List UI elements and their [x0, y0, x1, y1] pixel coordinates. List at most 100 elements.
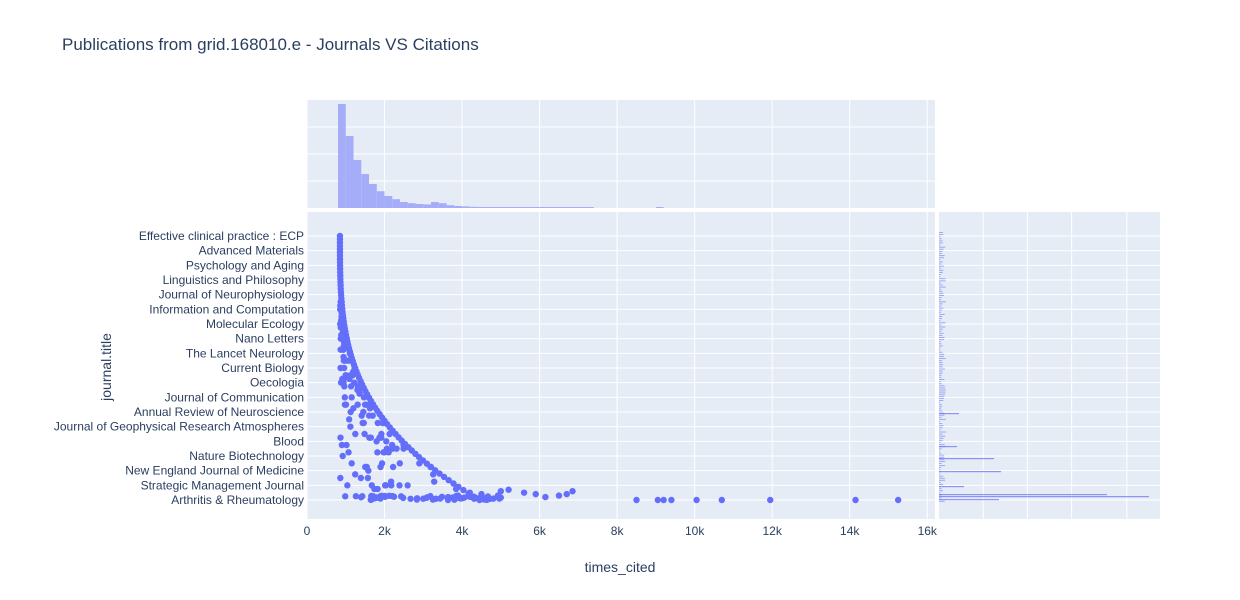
top-histogram-bar: [400, 202, 408, 208]
scatter-point: [440, 473, 448, 481]
scatter-point: [894, 496, 902, 504]
scatter-point: [399, 494, 407, 502]
y-tick-label: Annual Review of Neuroscience: [134, 405, 304, 419]
right-histogram-bar: [939, 475, 944, 477]
right-histogram-bar: [939, 374, 942, 376]
scatter-point: [336, 306, 344, 313]
right-histogram-bar: [939, 397, 944, 399]
scatter-point: [378, 460, 386, 467]
right-histogram-bar: [939, 269, 944, 271]
top-histogram-bar: [438, 203, 447, 208]
x-tick-label: 10k: [685, 524, 705, 538]
y-tick-label: Oecologia: [250, 376, 304, 390]
right-histogram-bar: [939, 448, 942, 450]
scatter-point: [430, 478, 438, 485]
right-histogram-bar: [939, 290, 943, 292]
top-histogram-bars: [338, 104, 664, 208]
y-tick-label: Information and Computation: [149, 302, 304, 316]
top-histogram-bar: [562, 207, 571, 208]
right-histogram-bar: [939, 322, 946, 324]
top-histogram-bar: [353, 160, 362, 208]
right-histogram-bar: [939, 313, 945, 315]
scatter-point: [374, 419, 381, 427]
x-tick-label: 12k: [763, 524, 783, 538]
scatter-point: [362, 463, 369, 471]
right-histogram-bar: [939, 362, 943, 364]
right-histogram-bar: [939, 307, 944, 309]
right-histogram-bar: [939, 295, 945, 296]
right-histogram-bars: [939, 232, 1149, 502]
scatter-point: [337, 346, 344, 353]
right-histogram-bar: [939, 324, 942, 326]
scatter-point: [381, 449, 388, 456]
right-histogram-bar: [939, 316, 943, 317]
scatter-point: [404, 482, 411, 489]
scatter-point: [338, 441, 346, 449]
right-histogram-bar: [939, 379, 945, 380]
scatter-point: [369, 412, 376, 419]
y-axis-label: journal.title: [98, 333, 114, 402]
top-histogram-bar: [454, 206, 463, 208]
right-histogram-bar: [939, 454, 945, 456]
right-histogram-bar: [939, 465, 945, 467]
scatter-point: [520, 489, 528, 496]
main-grid: [306, 212, 935, 519]
right-histogram-bar: [939, 286, 946, 288]
scatter-point: [445, 477, 452, 484]
right-histogram-bar: [939, 437, 944, 439]
scatter-point: [718, 496, 725, 504]
x-tick-label: 16k: [918, 524, 938, 538]
right-histogram-bar: [939, 353, 945, 355]
top-histogram-bar: [407, 203, 416, 208]
scatter-point: [352, 493, 360, 500]
right-histogram-bar: [939, 492, 941, 494]
scatter-point: [470, 494, 478, 502]
scatter-point: [340, 353, 347, 361]
scatter-point: [693, 496, 700, 504]
scatter-point: [344, 482, 351, 489]
scatter-point: [374, 449, 381, 456]
scatter-point: [767, 496, 774, 504]
right-histogram-bar: [939, 299, 942, 301]
right-histogram-bar: [939, 232, 943, 233]
right-histogram-bar: [939, 431, 946, 433]
y-tick-label: The Lancet Neurology: [186, 346, 304, 360]
right-histogram-bar: [939, 479, 946, 481]
scatter-point: [369, 495, 377, 502]
scatter-point: [346, 350, 353, 357]
right-histogram-bar: [939, 334, 943, 336]
right-histogram-bar: [939, 406, 943, 408]
y-tick-label: Linguistics and Philosophy: [163, 273, 304, 287]
top-histogram-bar: [469, 206, 478, 208]
top-histogram-bar: [547, 207, 556, 208]
right-histogram-bar: [939, 326, 946, 328]
right-histogram-bar: [939, 236, 941, 238]
y-tick-label: Blood: [273, 434, 304, 448]
right-histogram-bar: [939, 391, 946, 393]
top-histogram-bar: [431, 202, 439, 208]
scatter-point: [555, 492, 563, 499]
right-histogram-bar: [939, 248, 944, 250]
scatter-point: [337, 474, 344, 482]
x-tick-label: 4k: [456, 524, 470, 538]
x-tick-labels: 0 2k 4k 6k 8k 10k 12k 14k 16k: [304, 524, 938, 538]
right-histogram-bar: [939, 337, 945, 338]
scatter-point: [478, 490, 485, 498]
x-tick-label: 0: [304, 524, 311, 538]
scatter-point: [436, 470, 443, 477]
scatter-point: [346, 375, 353, 383]
right-histogram-bar: [939, 458, 944, 460]
y-tick-label: Molecular Ecology: [206, 317, 304, 331]
top-histogram-bar: [516, 207, 525, 208]
right-histogram-bar: [939, 387, 946, 389]
right-histogram-bar: [939, 496, 1149, 498]
x-axis-label: times_cited: [585, 559, 656, 575]
top-histogram-bar: [500, 207, 509, 208]
right-histogram-bar: [939, 320, 941, 322]
right-histogram-bar: [939, 341, 941, 343]
scatter-point: [454, 492, 462, 499]
right-histogram-bar: [939, 429, 941, 431]
right-histogram-bar: [939, 311, 941, 313]
top-histogram-bar: [345, 136, 354, 208]
